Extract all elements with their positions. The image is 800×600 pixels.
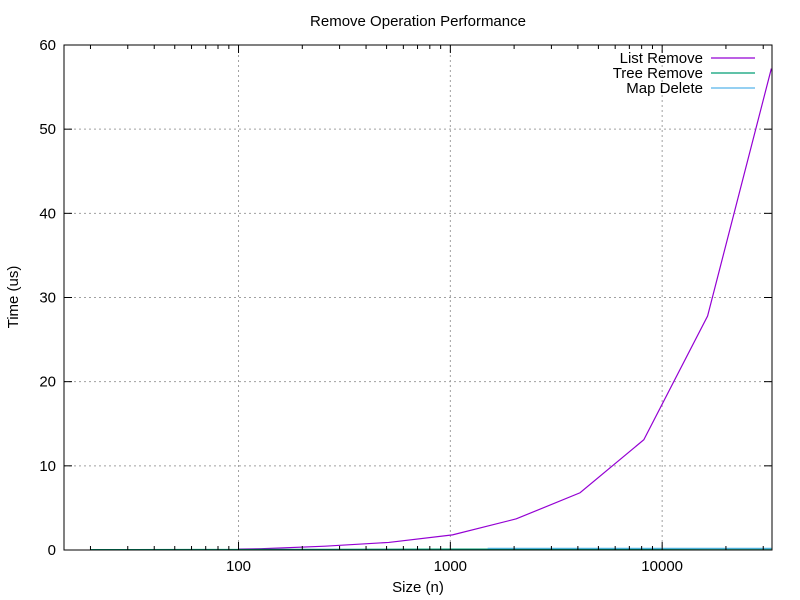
y-axis-label: Time (us)	[5, 266, 22, 329]
legend-label: List Remove	[620, 50, 703, 67]
x-axis-label: Size (n)	[392, 579, 444, 596]
axis-ticks	[64, 44, 772, 551]
y-tick-label: 40	[39, 205, 56, 222]
x-tick-label: 100	[226, 558, 251, 575]
x-tick-label: 1000	[434, 558, 467, 575]
legend-label: Tree Remove	[613, 65, 703, 82]
y-tick-label: 30	[39, 290, 56, 307]
series-line-list-remove	[238, 68, 772, 550]
y-tick-label: 20	[39, 374, 56, 391]
y-tick-label: 60	[39, 37, 56, 54]
legend-label: Map Delete	[626, 80, 703, 97]
y-tick-label: 50	[39, 121, 56, 138]
grid	[64, 45, 772, 550]
series-lines	[90, 68, 772, 551]
x-tick-label: 10000	[641, 558, 683, 575]
chart-title: Remove Operation Performance	[310, 13, 526, 30]
y-tick-label: 10	[39, 458, 56, 475]
y-tick-label: 0	[48, 542, 56, 559]
tick-labels: 0 10 20 30 40 50 60 100 1000 10000	[39, 37, 683, 575]
